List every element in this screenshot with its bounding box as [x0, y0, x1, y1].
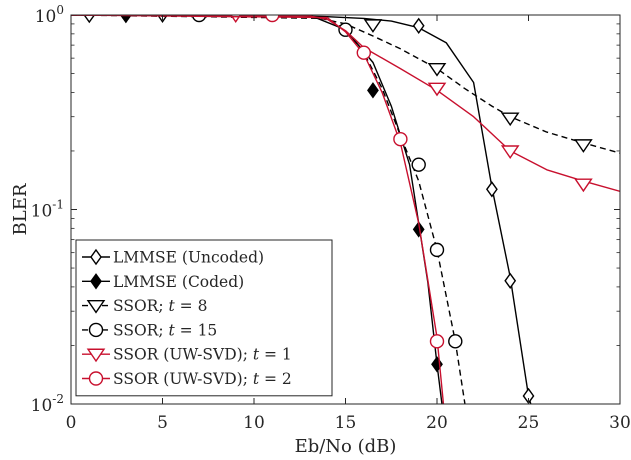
legend-item-lmmse-coded: LMMSE (Coded) — [82, 273, 244, 291]
data-point-ssor-uw-svd-t-1-1 — [427, 82, 447, 97]
data-point-ssor-t-8-1 — [363, 19, 383, 33]
x-tick-label: 25 — [518, 413, 540, 433]
legend-label: SSOR; t = 15 — [113, 321, 217, 339]
x-tick-label: 30 — [609, 413, 631, 433]
legend-marker-lmmse-uncoded — [90, 248, 102, 266]
legend: LMMSE (Uncoded) LMMSE (Coded) SSOR; t = 8 S… — [75, 239, 333, 397]
data-point-lmmse-coded-3 — [431, 356, 443, 373]
data-point-ssor-uw-svd-t-2-3 — [429, 334, 445, 349]
data-point-lmmse-uncoded-4 — [504, 272, 517, 289]
legend-item-ssor-uw-svd-t-2: SSOR (UW-SVD); t = 2 — [82, 370, 292, 388]
legend-label: SSOR (UW-SVD); t = 2 — [113, 370, 292, 388]
data-point-ssor-t-15-3 — [429, 242, 445, 258]
y-tick-label: 10-1 — [31, 198, 64, 222]
legend-item-lmmse-uncoded: LMMSE (Uncoded) — [82, 249, 264, 267]
y-axis-label: BLER — [10, 183, 31, 235]
x-tick-label: 5 — [157, 413, 168, 433]
series-line-ssor-t-15 — [71, 15, 466, 404]
legend-label: SSOR; t = 8 — [113, 297, 207, 315]
x-tick-label: 20 — [426, 413, 448, 433]
x-axis-label: Eb/No (dB) — [295, 436, 397, 457]
data-point-ssor-t-15-2 — [411, 157, 426, 172]
data-point-lmmse-uncoded-3 — [485, 181, 498, 198]
data-point-ssor-uw-svd-t-2-1 — [356, 45, 371, 60]
data-point-ssor-uw-svd-t-2-0 — [265, 15, 280, 23]
legend-marker-ssor-uw-svd-t-2 — [88, 371, 104, 386]
legend-item-ssor-t-8: SSOR; t = 8 — [82, 297, 207, 315]
data-point-ssor-t-8-2 — [427, 62, 447, 77]
data-point-ssor-uw-svd-t-2-2 — [393, 131, 408, 147]
data-point-ssor-uw-svd-t-1-2 — [500, 145, 520, 159]
data-point-lmmse-uncoded-2 — [412, 17, 425, 34]
legend-marker-ssor-uw-svd-t-1 — [86, 348, 106, 363]
data-point-ssor-uw-svd-t-1-3 — [574, 178, 593, 193]
legend-marker-ssor-t-15 — [88, 322, 104, 338]
series-ssor-uw-svd-t-2 — [71, 15, 445, 404]
data-point-lmmse-coded-1 — [367, 82, 379, 99]
x-tick-label: 15 — [335, 413, 357, 433]
x-tick-label: 10 — [243, 413, 265, 433]
legend-label: LMMSE (Uncoded) — [113, 249, 264, 267]
data-point-lmmse-uncoded-0 — [83, 15, 96, 24]
y-tick-label: 100 — [35, 3, 64, 27]
series-line-ssor-uw-svd-t-2 — [71, 15, 445, 404]
data-point-ssor-t-8-4 — [574, 139, 593, 153]
legend-label: SSOR (UW-SVD); t = 1 — [113, 346, 292, 364]
data-point-ssor-t-15-4 — [448, 334, 463, 349]
data-point-lmmse-coded-0 — [119, 15, 132, 24]
legend-box — [75, 239, 333, 397]
data-point-lmmse-coded-2 — [412, 221, 425, 238]
series-line-ssor-t-8 — [71, 15, 620, 154]
legend-item-ssor-t-15: SSOR; t = 15 — [82, 321, 217, 339]
legend-marker-lmmse-coded — [90, 273, 102, 290]
series-ssor-t-15 — [71, 15, 466, 404]
data-point-ssor-t-8-3 — [500, 112, 520, 127]
series-layer — [71, 15, 620, 404]
x-tick-label: 0 — [66, 413, 77, 433]
legend-marker-ssor-t-8 — [86, 299, 106, 314]
series-ssor-uw-svd-t-1 — [71, 15, 620, 193]
series-line-ssor-uw-svd-t-1 — [71, 15, 620, 192]
legend-label: LMMSE (Coded) — [113, 273, 244, 291]
legend-item-ssor-uw-svd-t-1: SSOR (UW-SVD); t = 1 — [82, 346, 292, 364]
ticks-layer: 0 5 10 15 20 25 30 100 10-1 10-2 — [31, 3, 631, 433]
y-tick-label: 10-2 — [31, 392, 64, 416]
